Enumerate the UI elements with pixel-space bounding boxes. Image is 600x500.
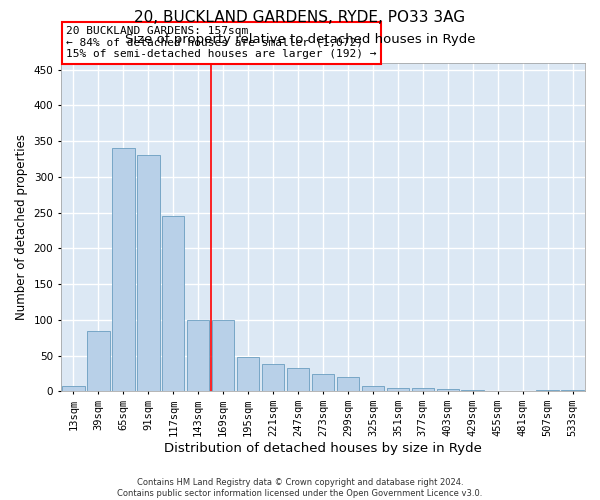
Text: 20 BUCKLAND GARDENS: 157sqm
← 84% of detached houses are smaller (1,072)
15% of : 20 BUCKLAND GARDENS: 157sqm ← 84% of det… (66, 26, 377, 59)
Bar (412, 388, 434, 392)
Bar (386, 388, 409, 392)
Bar (212, 320, 235, 392)
Bar (287, 368, 309, 392)
Bar (561, 390, 584, 392)
Bar (187, 320, 209, 392)
Bar (137, 156, 160, 392)
Bar (62, 386, 85, 392)
Bar (162, 216, 184, 392)
X-axis label: Distribution of detached houses by size in Ryde: Distribution of detached houses by size … (164, 442, 482, 455)
Bar (536, 390, 559, 392)
Bar (237, 357, 259, 392)
Y-axis label: Number of detached properties: Number of detached properties (15, 134, 28, 320)
Text: Size of property relative to detached houses in Ryde: Size of property relative to detached ho… (125, 32, 475, 46)
Bar (312, 374, 334, 392)
Bar (437, 389, 459, 392)
Bar (112, 148, 134, 392)
Bar (262, 364, 284, 392)
Text: 20, BUCKLAND GARDENS, RYDE, PO33 3AG: 20, BUCKLAND GARDENS, RYDE, PO33 3AG (134, 10, 466, 25)
Bar (337, 377, 359, 392)
Bar (362, 386, 384, 392)
Bar (461, 390, 484, 392)
Text: Contains HM Land Registry data © Crown copyright and database right 2024.
Contai: Contains HM Land Registry data © Crown c… (118, 478, 482, 498)
Bar (87, 330, 110, 392)
